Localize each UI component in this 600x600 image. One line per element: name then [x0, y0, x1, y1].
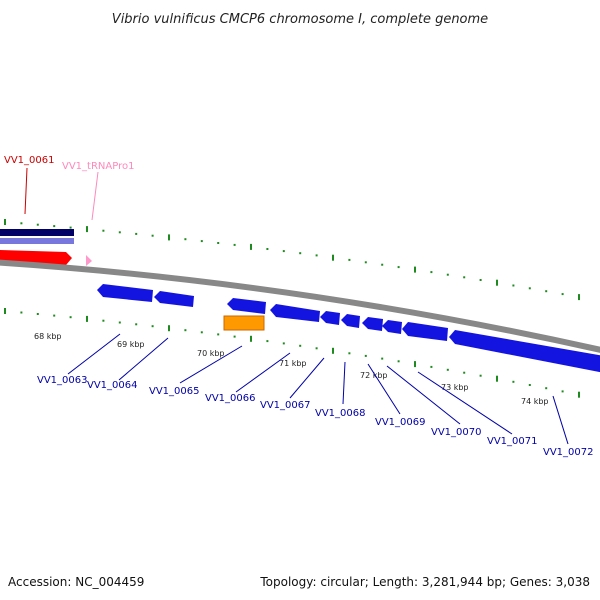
leader-line: [235, 352, 291, 393]
leader-line: [386, 365, 461, 425]
gene-label-vv1-0066[interactable]: VV1_0066: [205, 393, 256, 404]
kbp-scale-labels: 68 kbp 69 kbp 70 kbp 71 kbp 72 kbp 73 kb…: [34, 332, 549, 406]
gene-arrow-vv1-0070[interactable]: [362, 317, 383, 331]
gene-arrow-vv1-0064[interactable]: [154, 291, 194, 307]
gene-arrow-vv1-0068[interactable]: [320, 311, 340, 325]
leader-line: [91, 171, 99, 221]
kbp-label: 71 kbp: [279, 359, 307, 368]
bottom-gene-labels: VV1_0063 VV1_0064 VV1_0065 VV1_0066 VV1_…: [37, 333, 594, 458]
gene-label-trna-pro1[interactable]: VV1_tRNAPro1: [62, 161, 134, 172]
leader-line: [67, 333, 121, 375]
gene-arrow-vv1-0066[interactable]: [227, 298, 266, 314]
kbp-label: 74 kbp: [521, 397, 549, 406]
genome-backbone: [0, 259, 600, 353]
map-title: Vibrio vulnificus CMCP6 chromosome I, co…: [112, 12, 488, 27]
gene-label-vv1-0071[interactable]: VV1_0071: [487, 436, 538, 447]
gene-arrow-vv1-0072[interactable]: [449, 330, 600, 374]
leader-line: [24, 167, 28, 215]
trna-arrow-pro1[interactable]: [86, 255, 92, 266]
gene-label-vv1-0061[interactable]: VV1_0061: [4, 155, 55, 166]
topology-summary: Topology: circular; Length: 3,281,944 bp…: [259, 575, 590, 589]
leader-line: [417, 371, 513, 435]
gene-arrow-vv1-0063[interactable]: [97, 284, 153, 302]
gene-label-vv1-0072[interactable]: VV1_0072: [543, 447, 594, 458]
kbp-label: 69 kbp: [117, 340, 145, 349]
gene-arrow-vv1-0069[interactable]: [341, 314, 360, 328]
top-feature-track: [0, 229, 92, 266]
gene-arrow-vv1-0070b[interactable]: [382, 320, 402, 334]
reverse-gene-track: [97, 284, 600, 374]
inner-tick-row: [4, 308, 580, 398]
outer-tick-row: [4, 219, 580, 301]
leader-line: [289, 357, 325, 399]
cds-bar-dark[interactable]: [0, 229, 74, 236]
gene-label-vv1-0069[interactable]: VV1_0069: [375, 417, 426, 428]
accession-text: Accession: NC_004459: [8, 575, 144, 589]
top-gene-labels: VV1_0061 VV1_tRNAPro1: [4, 155, 134, 221]
gene-label-vv1-0064[interactable]: VV1_0064: [87, 380, 138, 391]
kbp-label: 73 kbp: [441, 383, 469, 392]
gene-label-vv1-0070[interactable]: VV1_0070: [431, 427, 482, 438]
other-feature-bar[interactable]: [223, 315, 265, 331]
leader-line: [552, 395, 569, 445]
kbp-label: 68 kbp: [34, 332, 62, 341]
gene-arrow-vv1-0067[interactable]: [270, 304, 320, 322]
kbp-label: 70 kbp: [197, 349, 225, 358]
kbp-label: 72 kbp: [360, 371, 388, 380]
cds-bar-light[interactable]: [0, 238, 74, 244]
leader-line: [118, 337, 169, 381]
leader-line: [179, 345, 243, 384]
gene-arrow-vv1-0071[interactable]: [402, 322, 448, 341]
leader-line: [367, 363, 401, 415]
gene-label-vv1-0067[interactable]: VV1_0067: [260, 400, 311, 411]
leader-line: [342, 361, 346, 405]
gene-label-vv1-0068[interactable]: VV1_0068: [315, 408, 366, 419]
gene-label-vv1-0063[interactable]: VV1_0063: [37, 375, 88, 386]
gene-label-vv1-0065[interactable]: VV1_0065: [149, 386, 200, 397]
